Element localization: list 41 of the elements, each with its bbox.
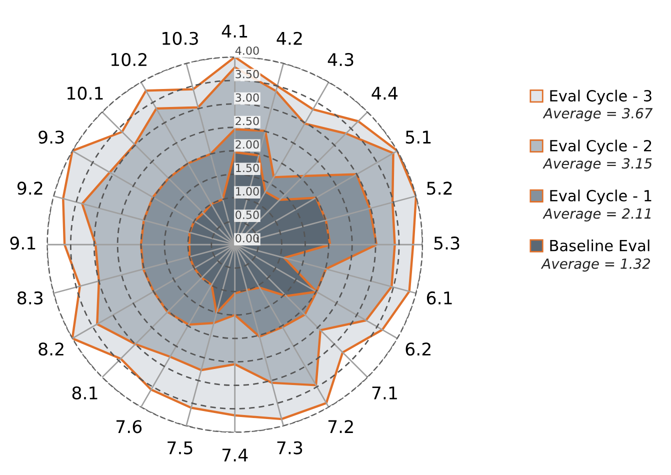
y-tick-label: 3.50 xyxy=(236,70,259,78)
spoke-label: 9.1 xyxy=(10,236,36,250)
y-tick-label: 1.50 xyxy=(236,164,259,172)
y-tick-label: 0.00 xyxy=(236,234,259,242)
spoke-label: 8.1 xyxy=(72,386,98,400)
spoke-label: 8.3 xyxy=(18,291,43,305)
spoke-label: 7.3 xyxy=(277,441,302,454)
spoke-label: 10.2 xyxy=(111,52,146,66)
spoke-label: 4.3 xyxy=(328,52,354,66)
spoke-label: 7.1 xyxy=(372,386,397,400)
text: Average = 3.67 xyxy=(542,108,653,122)
spoke-label: 5.3 xyxy=(434,236,460,250)
y-tick-label: 2.50 xyxy=(236,116,259,126)
spoke-label: 4.2 xyxy=(276,32,302,45)
legend-label: Eval Cycle - 2 xyxy=(550,140,652,154)
y-tick-label: 4.00 xyxy=(235,46,259,55)
spoke-label: 4.1 xyxy=(222,24,248,38)
spoke-label: 10.1 xyxy=(68,86,103,100)
spoke-label: 6.2 xyxy=(406,342,430,356)
spoke-label: 9.2 xyxy=(17,182,42,195)
legend-label: Baseline Eval xyxy=(550,240,650,252)
spoke-label: 7.4 xyxy=(222,448,248,462)
spoke-label: 7.5 xyxy=(168,441,192,454)
spoke-label: 6.1 xyxy=(426,291,452,305)
spoke-label: 7.6 xyxy=(116,420,142,434)
spoke-label: 5.2 xyxy=(427,182,452,195)
spoke-label: 7.2 xyxy=(328,420,353,433)
spoke-label: 8.2 xyxy=(38,342,64,356)
y-tick-label: 0.50 xyxy=(236,210,259,220)
text: Average = 1.32 xyxy=(540,258,650,272)
text: Average = 2.11 xyxy=(542,208,651,222)
y-tick-label: 1.00 xyxy=(236,187,259,196)
text: Average = 3.15 xyxy=(542,158,652,172)
spoke-label: 10.3 xyxy=(162,32,198,45)
y-tick-label: 3.00 xyxy=(236,93,259,102)
spoke-label: 4.4 xyxy=(372,86,398,100)
legend-label: Eval Cycle - 3 xyxy=(550,90,652,105)
legend-label: Eval Cycle - 1 xyxy=(550,190,652,204)
y-tick-label: 2.00 xyxy=(236,140,259,149)
spoke-label: 5.1 xyxy=(406,130,431,144)
spoke-label: 9.3 xyxy=(38,130,64,144)
